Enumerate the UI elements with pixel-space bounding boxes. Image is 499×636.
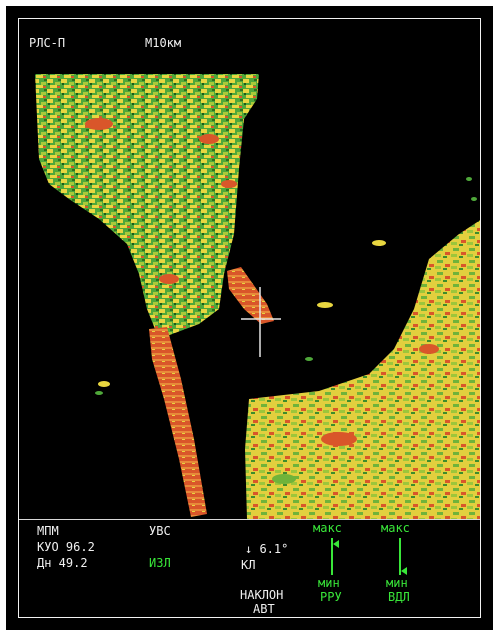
echo-speck: [317, 302, 333, 308]
rru-max-label: макс: [313, 521, 342, 535]
echo-patch: [272, 474, 296, 484]
vdl-name: ВДЛ: [388, 590, 410, 604]
rru-gauge-bar: [331, 538, 333, 575]
echo-speck: [98, 381, 110, 387]
mpm-label: МПМ: [37, 524, 59, 538]
status-separator: [19, 519, 480, 520]
vdl-gauge-bar: [399, 538, 401, 575]
echo-speck: [466, 177, 472, 181]
vdl-min-label: мин: [386, 576, 408, 590]
rru-name: РРУ: [320, 590, 342, 604]
echo-patch: [221, 180, 237, 188]
display-frame: РЛС-П М10км: [6, 6, 493, 630]
rru-min-label: мин: [318, 576, 340, 590]
radar-screen: РЛС-П М10км: [18, 18, 481, 618]
kuo-readout: КУО 96.2: [37, 540, 95, 554]
dn-readout: Дн 49.2: [37, 556, 88, 570]
echo-speck: [471, 197, 477, 201]
izl-indicator: ИЗЛ: [149, 556, 171, 570]
radar-image: [35, 74, 480, 519]
tilt-label: НАКЛОН: [240, 588, 284, 602]
coast-left-echo: [35, 74, 259, 339]
uvs-label: УВС: [149, 524, 171, 538]
echo-speck: [95, 391, 103, 395]
echo-patch: [85, 118, 113, 130]
echo-patch: [159, 274, 179, 284]
echo-patch: [199, 134, 219, 144]
stripe-echo: [149, 327, 207, 517]
echo-speck: [305, 357, 313, 361]
rru-level-marker[interactable]: [333, 539, 339, 548]
echo-patch: [321, 432, 357, 446]
mode-label: РЛС-П: [29, 36, 66, 50]
tilt-mode: АВТ: [253, 602, 275, 616]
vdl-level-marker[interactable]: [401, 567, 407, 576]
crosshair-cursor[interactable]: [241, 287, 281, 357]
echo-speck: [372, 240, 386, 246]
tilt-angle-readout: ↓ 6.1°: [245, 542, 289, 556]
vdl-max-label: макс: [381, 521, 410, 535]
coast-right-echo: [245, 220, 480, 519]
target-echo: [227, 267, 274, 324]
echo-patch: [419, 344, 439, 354]
scale-label: М10км: [145, 36, 182, 50]
kl-label: КЛ: [241, 558, 256, 572]
